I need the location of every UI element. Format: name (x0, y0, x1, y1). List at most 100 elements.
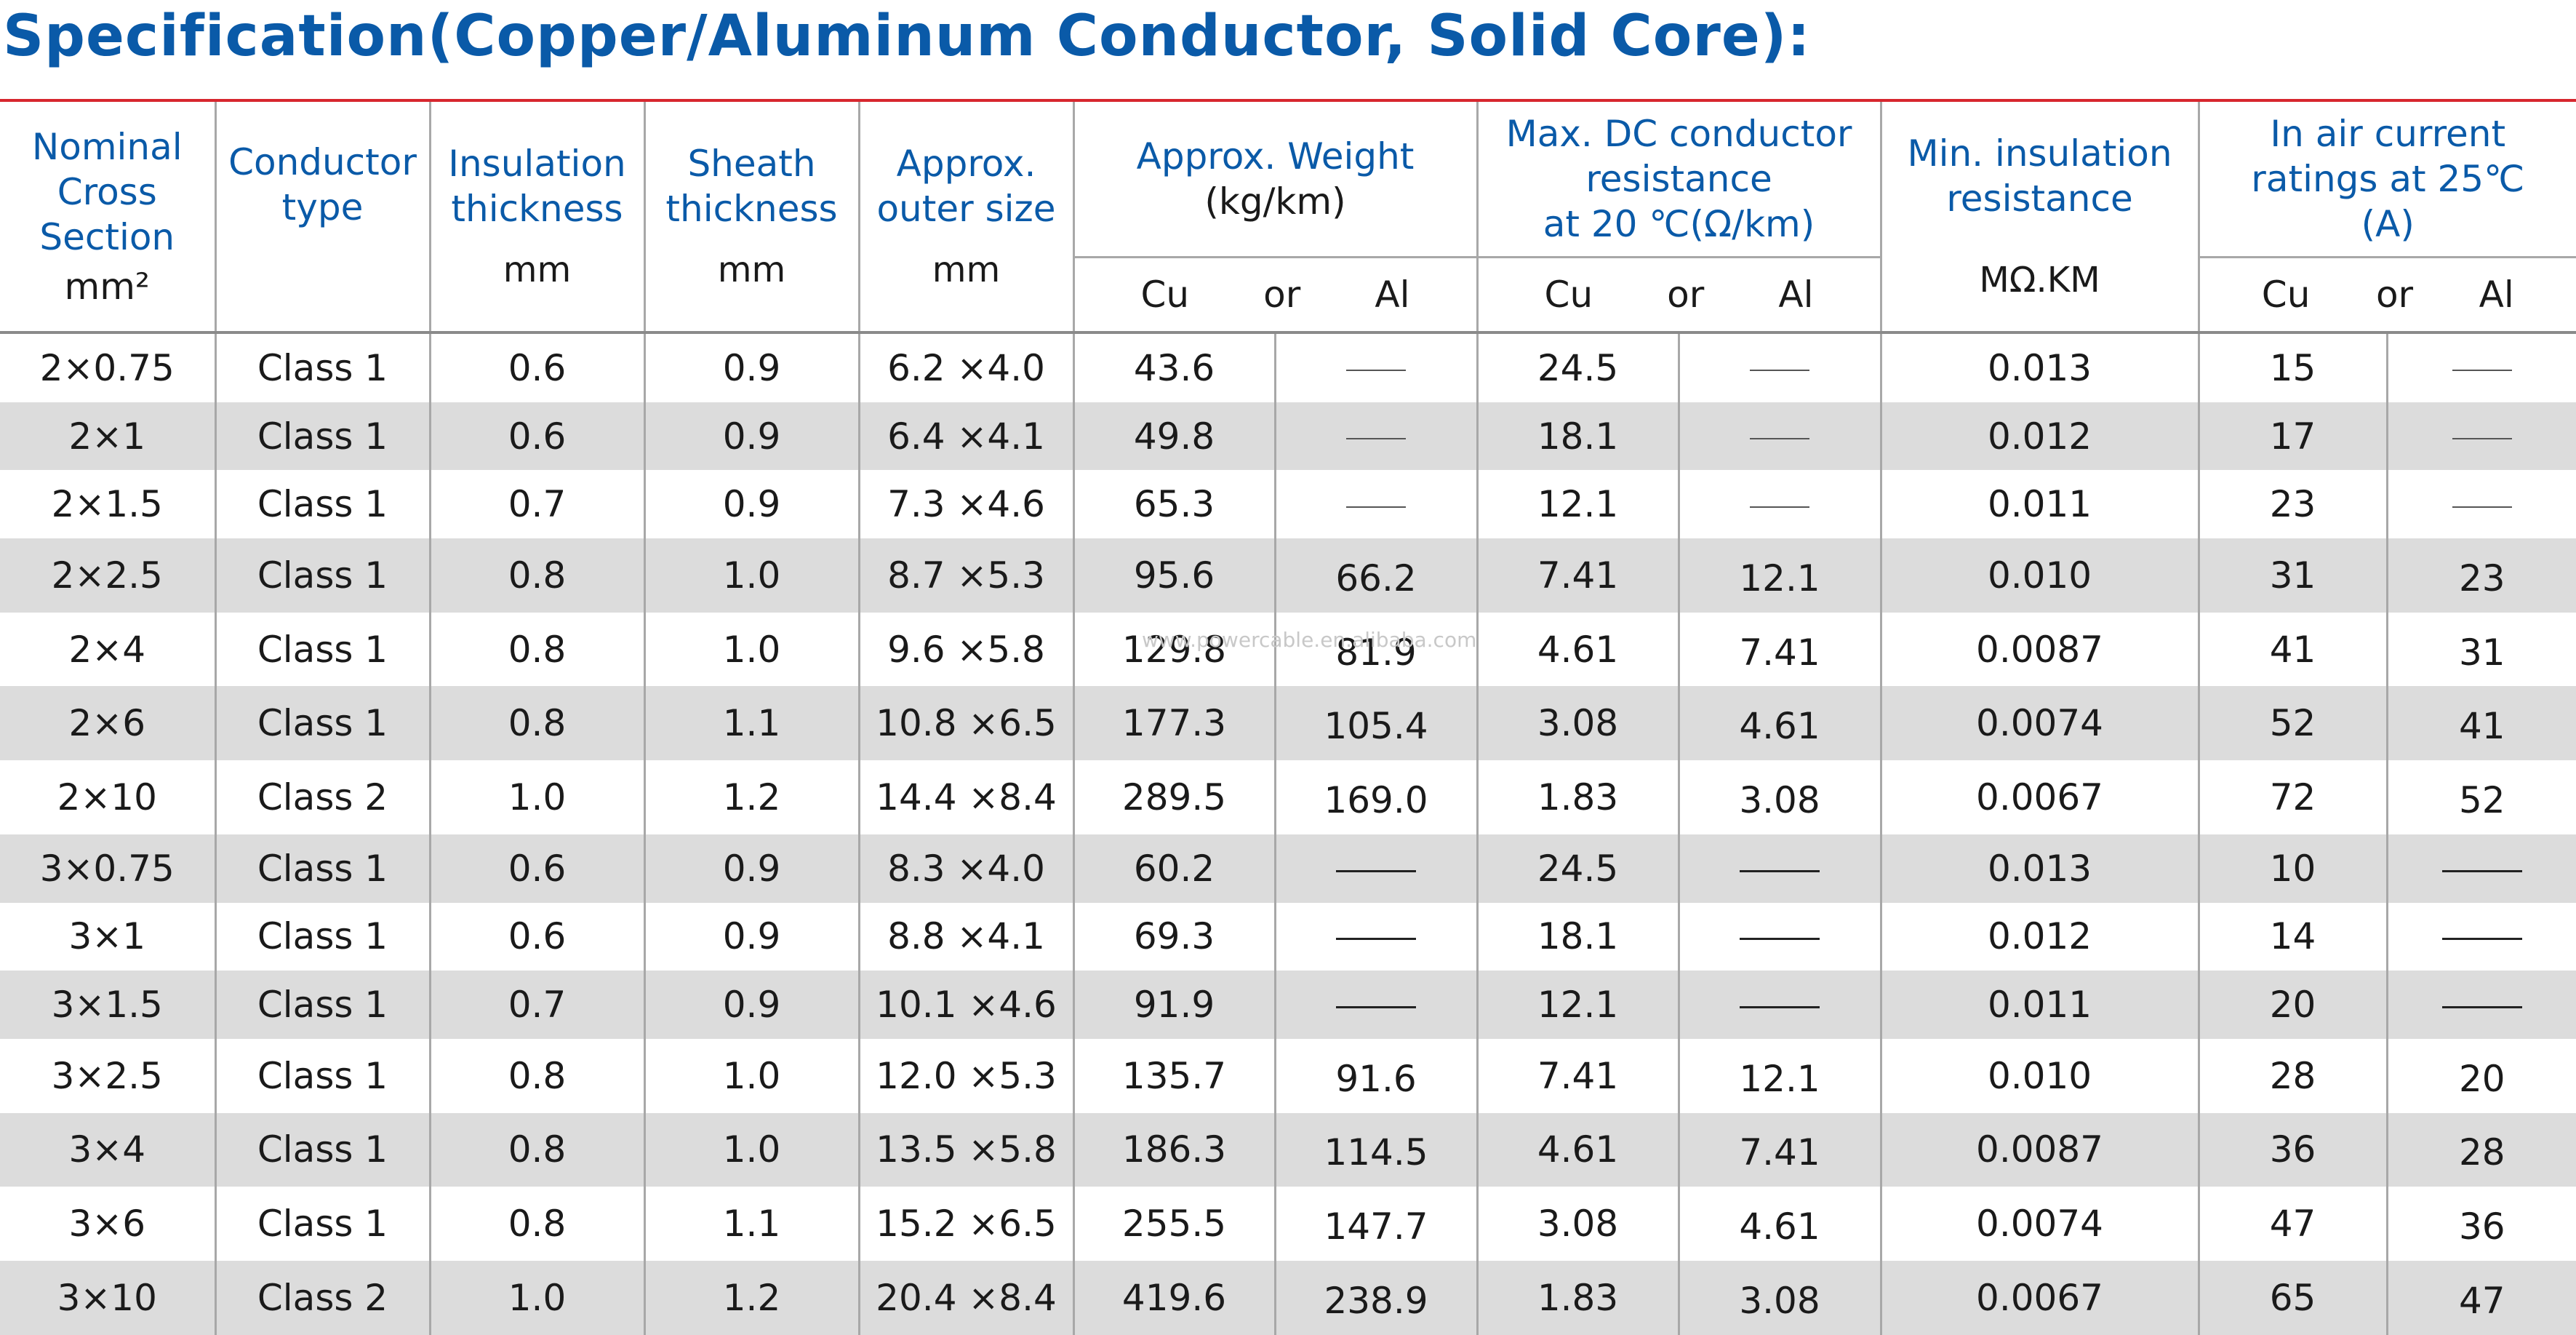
header-weight-cu: Cu (1140, 274, 1190, 316)
weight-cu-cell: 289.5 (1073, 760, 1276, 834)
resistance-al-cell: 7.41 (1679, 612, 1882, 687)
insulation-thickness-cell: 0.8 (430, 686, 646, 761)
current-al-cell: 28 (2387, 1112, 2576, 1187)
weight-al-cell (1275, 402, 1479, 471)
header-nominal-line1: Nominal (31, 125, 183, 168)
header-current-or: or (2375, 274, 2414, 316)
empty-dash (1336, 1006, 1416, 1009)
current-cu-cell: 65 (2199, 1260, 2388, 1335)
weight-cu-cell: 135.7 (1073, 1038, 1276, 1113)
conductor-type-cell: Class 1 (215, 612, 431, 687)
weight-cu-cell: 186.3 (1073, 1112, 1276, 1187)
empty-dash (1750, 506, 1810, 508)
resistance-al-cell: 12.1 (1679, 538, 1882, 613)
weight-al-cell (1275, 332, 1479, 402)
nominal-section-cell: 2×10 (0, 760, 217, 834)
insulation-thickness-cell: 0.7 (430, 971, 646, 1039)
conductor-type-cell: Class 1 (215, 538, 431, 613)
sheath-thickness-cell: 0.9 (644, 402, 860, 471)
sheath-thickness-cell: 1.1 (644, 1187, 860, 1261)
resistance-al-cell: 7.41 (1679, 1112, 1882, 1187)
nominal-section-cell: 3×1 (0, 902, 217, 971)
header-nominal-unit: mm² (64, 265, 150, 308)
sheath-thickness-cell: 1.0 (644, 612, 860, 687)
header-sheath-thickness: Sheath thickness mm (644, 102, 860, 334)
insulation-thickness-cell: 0.6 (430, 902, 646, 971)
current-cu-cell: 10 (2199, 834, 2388, 903)
weight-al-cell: 66.2 (1275, 538, 1479, 613)
weight-cu-cell: 91.9 (1073, 971, 1276, 1039)
table-row: 2×10 Class 2 1.0 1.2 14.4 ×8.4 289.5 169.0 1.83… (0, 760, 2576, 834)
current-al-cell (2387, 903, 2576, 971)
insulation-resistance-cell: 0.0067 (1881, 1260, 2200, 1335)
empty-dash (2452, 506, 2512, 508)
weight-al-cell (1275, 902, 1479, 971)
weight-al-cell (1275, 834, 1479, 903)
insulation-thickness-cell: 1.0 (430, 1260, 646, 1335)
insulation-thickness-cell: 0.8 (430, 1038, 646, 1113)
sheath-thickness-cell: 1.2 (644, 1260, 860, 1335)
current-cu-cell: 17 (2199, 402, 2388, 471)
empty-dash (1740, 1006, 1820, 1009)
outer-size-cell: 13.5 ×5.8 (859, 1112, 1075, 1187)
weight-cu-cell: 60.2 (1073, 834, 1276, 903)
header-insres-line1: Min. insulation (1907, 132, 2172, 175)
page-title: Specification(Copper/Aluminum Conductor,… (3, 4, 1811, 69)
nominal-section-cell: 2×6 (0, 686, 217, 761)
watermark: www.powercable.en.alibaba.com (1142, 628, 1477, 652)
header-dc-resistance: Max. DC conductor resistance at 20 ℃(Ω/k… (1477, 102, 1882, 258)
sheath-thickness-cell: 0.9 (644, 971, 860, 1039)
nominal-section-cell: 3×2.5 (0, 1038, 217, 1113)
empty-dash (2441, 938, 2522, 941)
table-row: 2×1 Class 1 0.6 0.9 6.4 ×4.1 49.8 18.1 0.012 17 (0, 402, 2576, 471)
header-resistance-al: Al (1778, 274, 1814, 316)
header-resistance-line1: Max. DC conductor (1505, 113, 1852, 155)
empty-dash (1740, 869, 1820, 872)
resistance-cu-cell: 3.08 (1477, 686, 1680, 761)
current-al-cell: 47 (2387, 1260, 2576, 1335)
sheath-thickness-cell: 1.2 (644, 760, 860, 834)
conductor-type-cell: Class 1 (215, 902, 431, 971)
empty-dash (1750, 370, 1810, 372)
sheath-thickness-cell: 0.9 (644, 470, 860, 539)
header-approx-weight: Approx. Weight (kg/km) (1073, 102, 1479, 258)
resistance-al-cell: 12.1 (1679, 1038, 1882, 1113)
conductor-type-cell: Class 2 (215, 760, 431, 834)
header-current-line1: In air current (2270, 113, 2506, 155)
header-resistance-cu-al: Cu or Al (1477, 257, 1882, 334)
header-outer-unit: mm (932, 249, 1001, 290)
resistance-cu-cell: 3.08 (1477, 1187, 1680, 1261)
current-al-cell: 52 (2458, 778, 2505, 821)
insulation-resistance-cell: 0.010 (1881, 538, 2200, 613)
resistance-al-cell: 3.08 (1679, 760, 1882, 834)
header-conductor-line1: Conductor (228, 140, 417, 183)
resistance-cu-cell: 7.41 (1477, 1038, 1680, 1113)
insulation-thickness-cell: 1.0 (430, 760, 646, 834)
current-al-cell (2387, 834, 2576, 903)
current-cu-cell: 41 (2199, 612, 2388, 687)
resistance-al-cell (1679, 402, 1882, 471)
conductor-type-cell: Class 1 (215, 971, 431, 1039)
table-row: 2×4 Class 1 0.8 1.0 9.6 ×5.8 129.8 81.9 4.61 7.4… (0, 612, 2576, 687)
insulation-thickness-cell: 0.8 (430, 538, 646, 613)
table-row: 3×0.75 Class 1 0.6 0.9 8.3 ×4.0 60.2 24.5 0.013… (0, 834, 2576, 903)
header-insulation-line1: Insulation (448, 142, 626, 185)
weight-al-cell (1275, 470, 1479, 539)
header-outer-size: Approx. outer size mm (859, 102, 1075, 334)
empty-dash (1346, 370, 1406, 372)
sheath-thickness-cell: 1.1 (644, 686, 860, 761)
current-al-cell: 23 (2387, 538, 2576, 613)
current-al-cell: 31 (2458, 631, 2505, 674)
header-insulation-line2: thickness (451, 187, 623, 230)
insulation-resistance-cell: 0.012 (1881, 902, 2200, 971)
resistance-cu-cell: 18.1 (1477, 402, 1680, 471)
resistance-al-cell: 4.61 (1679, 1187, 1882, 1261)
header-resistance-cu: Cu (1544, 274, 1593, 316)
weight-al-cell: 147.7 (1275, 1187, 1479, 1261)
conductor-type-cell: Class 2 (215, 1260, 431, 1335)
header-insulation-unit: mm (503, 249, 572, 290)
outer-size-cell: 15.2 ×6.5 (859, 1187, 1075, 1261)
table-row: 2×1.5 Class 1 0.7 0.9 7.3 ×4.6 65.3 12.1 0.011 2… (0, 470, 2576, 539)
sheath-thickness-cell: 1.0 (644, 1112, 860, 1187)
resistance-cu-cell: 18.1 (1477, 902, 1680, 971)
